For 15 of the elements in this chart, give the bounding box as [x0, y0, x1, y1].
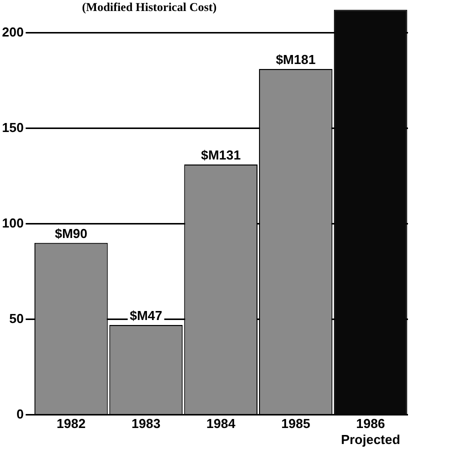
- data-label: $M90: [54, 226, 88, 241]
- chart-subtitle: (Modified Historical Cost): [82, 0, 217, 14]
- data-label: $M131: [200, 148, 241, 163]
- x-tick-label: 1984: [206, 416, 236, 432]
- y-tick-label: 200: [2, 24, 24, 40]
- x-tick-label: 1983: [132, 416, 160, 432]
- data-label: $M47: [130, 308, 162, 324]
- y-tick-label: 0: [16, 406, 24, 422]
- x-tick-label: 1982: [56, 416, 86, 432]
- x-tick-label: 1985: [281, 416, 310, 432]
- y-tick-label: 150: [2, 120, 24, 135]
- y-tick-label: 100: [2, 215, 24, 230]
- x-tick-label: 1986 Projected: [340, 416, 400, 447]
- data-label: $M181: [276, 52, 316, 68]
- y-tick-label: 50: [9, 310, 24, 326]
